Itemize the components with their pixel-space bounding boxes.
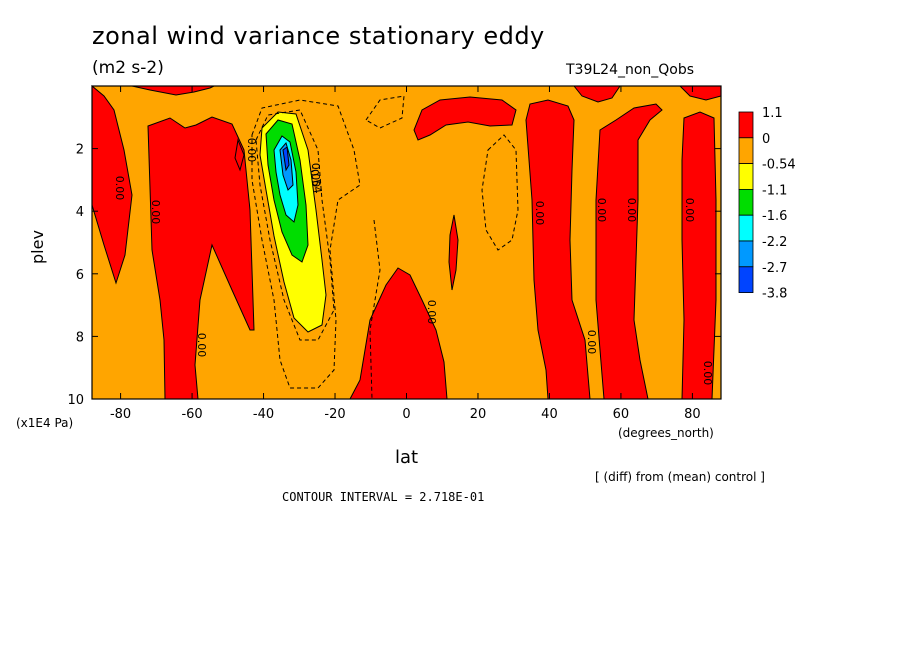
colorbar-label: -2.7: [762, 261, 787, 276]
chart-units: (m2 s-2): [92, 58, 164, 78]
neg-contour-mid: [255, 109, 335, 341]
y-tick-label: 6: [76, 268, 84, 283]
red-region-equator: [349, 267, 448, 400]
colorbar-swatch: [738, 137, 754, 165]
contour-value-label: 0.00: [595, 198, 608, 223]
contour-interval-note: CONTOUR INTERVAL = 2.718E-01: [282, 490, 485, 504]
contour-value-label: 0.00: [245, 138, 258, 163]
y-axis-label: plev: [28, 230, 47, 264]
red-region-north-band: [525, 99, 591, 400]
y-tick-label: 8: [76, 330, 84, 345]
red-region-far-north: [681, 111, 717, 400]
x-axis-unit: (degrees_north): [618, 426, 714, 440]
neg-contour-tropic: [481, 134, 519, 251]
contour-value-label: 0.00: [113, 176, 126, 201]
y-tick-label: 2: [76, 143, 84, 158]
contour-value-label: 0.00: [309, 163, 322, 188]
colorbar-label: 0: [762, 132, 770, 147]
x-tick-label: 20: [470, 407, 487, 422]
red-region-north-pair: [595, 103, 663, 400]
colorbar-swatch: [738, 214, 754, 242]
colorbar-label: -0.54: [762, 158, 796, 173]
red-region-south-wide: [147, 116, 255, 400]
contour-field: 0.00 0.00 0.00 0.00 0.00 0.00 0.00 0.00 0.00 0.00…: [91, 84, 722, 400]
colorbar-label: -3.8: [762, 287, 787, 302]
level-neg-27: [282, 146, 290, 172]
neg-contour-arc: [369, 219, 381, 400]
y-tick-label: 4: [76, 205, 84, 220]
red-region-upper-mid: [413, 96, 517, 141]
x-tick-label: -80: [110, 407, 131, 422]
colorbar-swatch: [738, 266, 754, 293]
run-label: T39L24_non_Qobs: [566, 62, 695, 78]
contour-value-label: 0.00: [701, 361, 714, 386]
colorbar-label: 1.1: [762, 106, 783, 121]
colorbar-label: -1.1: [762, 183, 787, 198]
x-axis-label: lat: [395, 447, 419, 468]
diff-note: [ (diff) from (mean) control ]: [595, 470, 765, 484]
colorbar-label: -2.2: [762, 235, 787, 250]
neg-contour-outer: [251, 99, 361, 389]
colorbar: 1.1 0 -0.54 -1.1 -1.6 -2.2 -2.7 -3.8: [738, 106, 796, 302]
contour-value-label: 0.00: [585, 330, 598, 355]
colorbar-swatch: [738, 188, 754, 216]
contour-value-label: -0.54: [307, 164, 325, 194]
contour-value-label: 0.00: [683, 198, 696, 223]
colorbar-swatch: [738, 240, 754, 268]
x-tick-label: 0: [402, 407, 410, 422]
x-tick-label: -40: [253, 407, 274, 422]
red-region-narrow-tropic: [448, 214, 459, 291]
y-tick-label: 10: [67, 393, 84, 408]
x-tick-label: 60: [613, 407, 630, 422]
contour-value-label: 0.00: [149, 200, 162, 225]
contour-value-label: 0.00: [425, 300, 438, 325]
axes: -80 -60 -40 -20 0 20 40 60 80 2 4 6 8 10: [67, 86, 721, 422]
neg-contour-upper: [365, 95, 405, 129]
contour-labels: 0.00 0.00 0.00 0.00 0.00 0.00 0.00 0.00 0.00 0.00…: [113, 138, 714, 386]
red-region-far-south: [91, 84, 133, 285]
contour-value-label: 0.00: [625, 198, 638, 223]
x-tick-label: -20: [324, 407, 345, 422]
colorbar-swatch: [738, 111, 754, 139]
x-tick-label: 40: [541, 407, 558, 422]
y-axis-unit: (x1E4 Pa): [16, 416, 74, 430]
colorbar-label: -1.6: [762, 209, 787, 224]
x-tick-label: -60: [181, 407, 202, 422]
colorbar-swatch: [738, 163, 754, 190]
x-tick-label: 80: [684, 407, 701, 422]
contour-value-label: 0.00: [533, 201, 546, 226]
chart-title: zonal wind variance stationary eddy: [92, 22, 545, 50]
red-region-small-south: [234, 138, 245, 172]
contour-value-label: 0.00: [195, 333, 208, 358]
